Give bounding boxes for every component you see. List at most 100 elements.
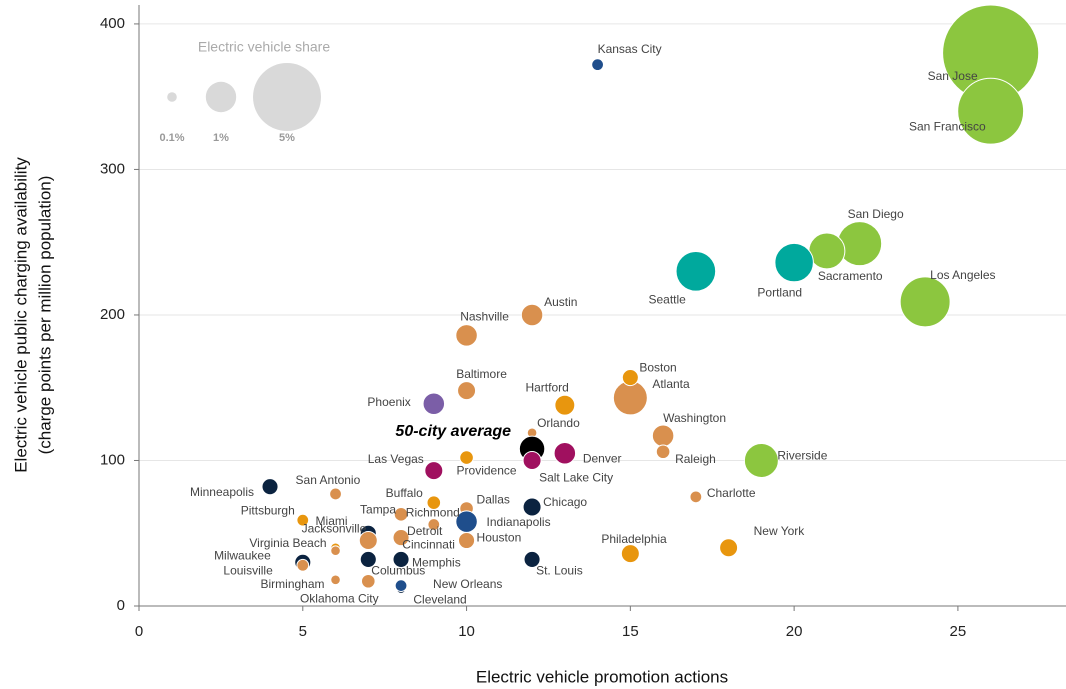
bubble [457,381,477,401]
y-tick-label: 100 [100,451,125,468]
x-tick-label: 0 [135,623,143,640]
bubble [774,242,814,283]
bubble-label: Baltimore [456,367,507,381]
bubble [330,574,341,586]
bubble [620,544,640,564]
bubble-label: Memphis [412,556,461,570]
bubble [621,368,639,387]
bubble-label: Cleveland [413,593,466,607]
bubble [808,232,846,270]
size-legend-label: 0.1% [159,132,184,144]
bubble-label: Kansas City [598,42,662,56]
size-legend-label: 5% [279,132,295,144]
bubble-label: New Orleans [433,577,502,591]
bubble-label: Phoenix [367,395,410,409]
bubble-label: Washington [663,411,726,425]
y-tick-label: 0 [117,597,125,614]
bubble [392,529,410,547]
y-axis-title: Electric vehicle public charging availab… [11,157,30,473]
bubble-label: St. Louis [536,564,583,578]
bubble [522,497,542,517]
bubble-label: Hartford [525,380,568,394]
bubble [424,461,444,481]
bubble-label: 50-city average [395,423,511,440]
x-tick-label: 25 [950,623,967,640]
x-tick-label: 15 [622,623,639,640]
y-tick-label: 200 [100,306,125,323]
bubble [458,531,476,550]
bubble-label: Indianapolis [487,515,551,529]
bubble [394,579,408,593]
bubble [957,77,1025,145]
bubble [359,550,377,568]
bubble-label: Los Angeles [930,268,995,282]
bubble-label: Milwaukee [214,549,271,563]
bubble [899,276,951,328]
bubble [455,324,478,347]
bubble-label: Austin [544,295,577,309]
bubble [392,550,410,568]
bubble-label: Tampa [360,502,396,516]
size-legend-bubble [167,92,177,102]
bubble [689,490,703,504]
bubble [329,487,342,501]
bubble-label: Jacksonville [302,521,367,535]
bubble-label: Columbus [371,564,425,578]
bubble-label: Philadelphia [601,532,667,546]
y-axis-title: (charge points per million population) [35,176,54,455]
bubble-label: Louisville [223,563,273,577]
bubble-label: Portland [757,286,802,300]
bubble [553,441,577,465]
bubble-label: Cincinnati [402,538,455,552]
x-tick-label: 20 [786,623,803,640]
bubble-label: San Diego [848,207,904,221]
bubble [330,545,341,557]
bubble [360,573,376,589]
bubble [296,513,310,527]
bubble-label: Houston [477,531,522,545]
bubble-label: Seattle [648,292,686,306]
bubble-label: Charlotte [707,486,756,500]
bubble-label: Denver [583,451,622,465]
bubble-label: Richmond [406,506,460,520]
bubble-label: Raleigh [675,452,716,466]
bubble [591,58,604,72]
bubble [422,392,446,415]
bubble-label: Las Vegas [368,452,424,466]
bubble-label: Pittsburgh [241,503,295,517]
bubble-label: Atlanta [652,377,690,391]
bubble-label: Nashville [460,310,509,324]
bubble-label: Buffalo [386,486,423,500]
x-axis-title: Electric vehicle promotion actions [476,667,728,686]
bubble-label: Miami [316,514,348,528]
bubble-label: San Jose [928,69,978,83]
bubble-label: Providence [457,464,517,478]
bubble-label: Salt Lake City [539,471,613,485]
bubble [554,394,576,416]
size-legend-bubble [205,81,237,113]
bubble-label: Detroit [407,524,443,538]
bubble [719,538,739,558]
x-tick-label: 5 [299,623,307,640]
bubble [837,221,883,267]
size-legend-title: Electric vehicle share [198,39,330,55]
bubble-label: San Francisco [909,119,986,133]
bubble-label: Chicago [543,495,587,509]
bubble-label: New York [754,524,806,538]
bubble [427,518,441,531]
bubble-label: Dallas [477,493,510,507]
y-tick-label: 300 [100,160,125,177]
bubble [459,450,474,465]
bubble [523,550,541,568]
bubble-label: Virginia Beach [249,536,326,550]
bubble [426,495,442,510]
bubble-label: Sacramento [818,269,883,283]
bubble [651,424,675,447]
bubble-label: Oklahoma City [300,591,379,605]
bubble [358,531,378,551]
bubble-label: Boston [639,361,676,375]
bubble [522,450,542,470]
bubble [393,507,409,522]
size-legend-bubble [253,63,321,131]
